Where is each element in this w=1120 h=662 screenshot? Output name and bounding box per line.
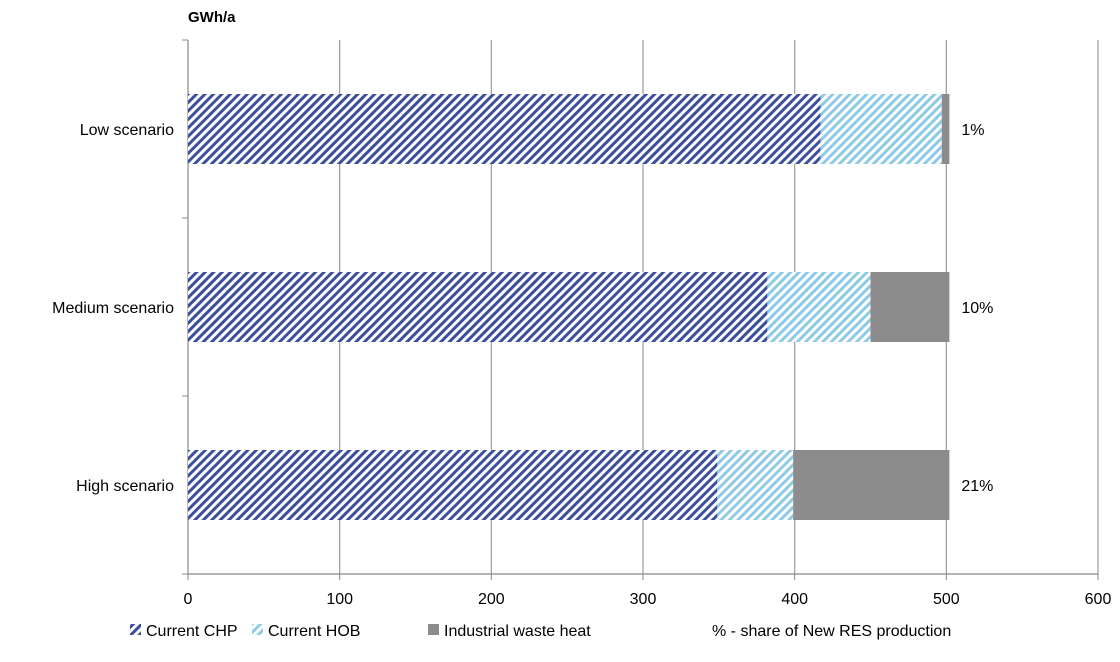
legend-entry: % - share of New RES production <box>712 623 951 640</box>
legend-entry: Industrial waste heat <box>444 623 591 640</box>
legend-swatch <box>252 624 263 635</box>
x-tick-label: 0 <box>184 591 193 608</box>
bar-current-hob <box>820 94 942 164</box>
x-tick-label: 400 <box>781 591 808 608</box>
bar-industrial-waste-heat <box>870 272 950 342</box>
unit-label: GWh/a <box>188 9 236 26</box>
legend-entry: Current HOB <box>268 623 360 640</box>
legend-swatch <box>130 624 141 635</box>
legend-swatch <box>428 624 439 635</box>
bar-current-hob <box>717 450 794 520</box>
x-tick-label: 300 <box>630 591 657 608</box>
bar-layer <box>188 94 950 520</box>
bar-industrial-waste-heat <box>793 450 950 520</box>
bar-current-hob <box>767 272 871 342</box>
x-tick-label: 600 <box>1085 591 1112 608</box>
axis-layer: 0 100 200 300 400 500 600 Low scenario Medium sc… <box>52 39 1112 608</box>
category-label: High scenario <box>76 478 174 495</box>
x-tick-label: 200 <box>478 591 505 608</box>
legend-entry: Current CHP <box>146 623 238 640</box>
data-label: 21% <box>961 478 993 495</box>
x-tick-label: 500 <box>933 591 960 608</box>
bar-current-chp <box>188 94 821 164</box>
category-label: Low scenario <box>80 122 174 139</box>
bar-industrial-waste-heat <box>941 94 950 164</box>
bar-current-chp <box>188 450 718 520</box>
category-label: Medium scenario <box>52 300 174 317</box>
bar-current-chp <box>188 272 768 342</box>
data-label: 1% <box>961 122 984 139</box>
legend: Current CHP Current HOB Industrial waste h… <box>130 623 951 640</box>
x-tick-label: 100 <box>326 591 353 608</box>
data-label: 10% <box>961 300 993 317</box>
label-layer: 1% 10% 21% <box>961 122 993 495</box>
